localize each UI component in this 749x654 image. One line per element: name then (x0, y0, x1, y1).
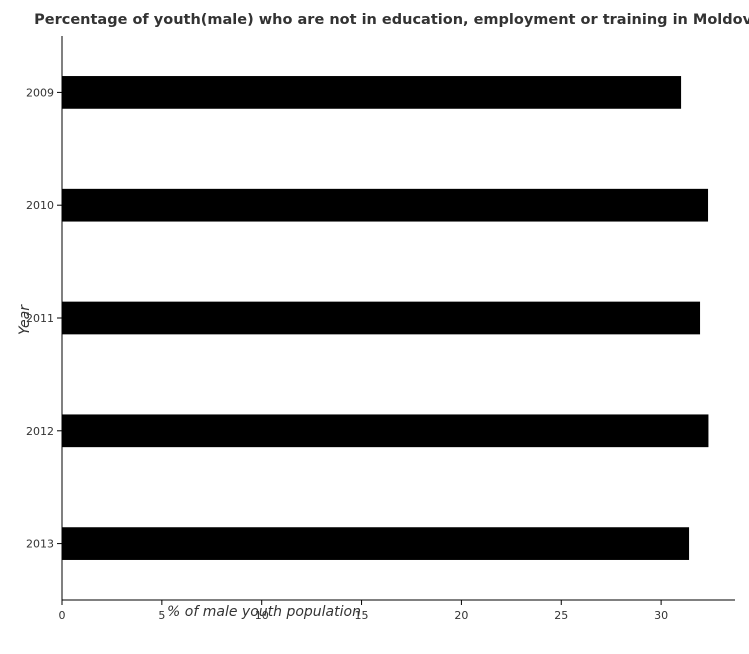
bar-2010 (62, 188, 709, 222)
y-axis-label: Year (17, 304, 33, 335)
y-tick-label: 2010 (26, 199, 54, 212)
bar-2011 (62, 301, 701, 335)
x-tick-label: 30 (654, 609, 668, 622)
x-tick-label: 15 (355, 609, 369, 622)
y-tick-label: 2012 (26, 425, 54, 438)
x-axis-label: % of male youth population (167, 604, 361, 620)
chart-title: Percentage of youth(male) who are not in… (34, 12, 749, 28)
bar-2009 (62, 76, 682, 109)
y-tick-label: 2013 (26, 538, 54, 551)
x-tick-label: 20 (454, 609, 468, 622)
y-tick-label: 2009 (26, 86, 54, 99)
y-tick-label: 2011 (26, 312, 54, 325)
x-tick-label: 25 (554, 609, 568, 622)
plot-area: 0 5 10 15 20 25 30 2009 2010 2011 2012 2013 (26, 36, 735, 622)
bar-2012 (62, 414, 709, 448)
x-tick-label: 5 (158, 609, 165, 622)
bar-2013 (62, 527, 690, 560)
x-tick-label: 10 (255, 609, 269, 622)
x-tick-label: 0 (59, 609, 66, 622)
